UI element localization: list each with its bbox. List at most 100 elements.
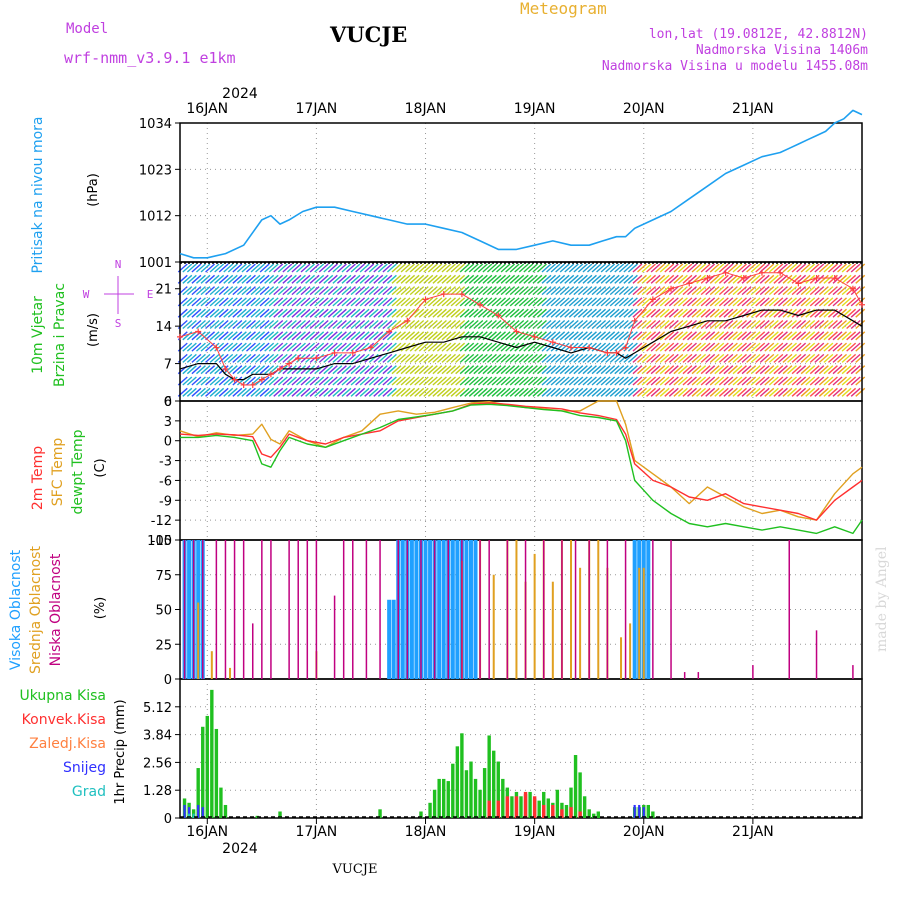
wind-barb	[555, 387, 566, 397]
wind-barb	[637, 286, 647, 296]
wind-barb	[846, 353, 857, 363]
wind-barb	[327, 342, 338, 352]
wind-barb	[473, 365, 484, 375]
wind-barb	[737, 387, 747, 397]
wind-barb	[809, 286, 820, 296]
wind-barb	[614, 274, 625, 284]
wind-barb	[314, 274, 325, 284]
day-label-bottom: 16JAN	[186, 824, 228, 840]
wind-gust-point	[531, 333, 538, 340]
wind-barb	[536, 263, 547, 273]
wind-barb	[677, 319, 688, 330]
wind-barb	[832, 387, 843, 397]
wind-barb	[650, 297, 661, 307]
wind-barb	[682, 274, 693, 284]
wind-barb	[300, 308, 311, 318]
wind-barb	[759, 319, 770, 330]
wind-barb	[536, 274, 547, 284]
wind-gust-point	[295, 355, 302, 362]
wind-barb	[259, 274, 270, 284]
wind-barb	[605, 342, 616, 352]
wind-barb	[195, 297, 206, 307]
wind-barb	[800, 342, 811, 352]
wind-barb	[464, 376, 475, 386]
wind-barb	[555, 263, 566, 273]
wind-barb	[741, 365, 752, 375]
wind-barb	[246, 319, 256, 330]
wind-barb	[305, 297, 316, 307]
wind-barb	[291, 274, 302, 284]
wind-gust-point	[267, 371, 274, 378]
wind-barb	[641, 331, 652, 341]
wind-barb	[323, 297, 334, 307]
wind-barb	[400, 365, 411, 375]
wind-barb	[241, 274, 252, 284]
wind-barb	[532, 263, 543, 273]
cloud-bar	[588, 540, 590, 679]
cloud-bar	[201, 540, 204, 679]
wind-barb	[637, 376, 647, 386]
wind-barb	[832, 308, 843, 318]
wind-barb	[668, 286, 679, 296]
wind-barb	[687, 319, 697, 330]
wind-barb	[473, 297, 484, 307]
wind-barb	[296, 297, 306, 307]
wind-barb	[309, 319, 320, 330]
wind-barb	[464, 297, 475, 307]
wind-barb	[346, 376, 356, 386]
wind-barb	[546, 263, 557, 273]
wind-barb	[441, 376, 452, 386]
wind-barb	[714, 331, 725, 341]
wind-barb	[536, 365, 547, 375]
wind-barb	[546, 365, 557, 375]
wind-barb	[623, 376, 634, 386]
wind-barb	[573, 319, 584, 330]
wind-barb	[777, 286, 788, 296]
precip-bar	[487, 735, 491, 818]
precip-bar	[542, 804, 546, 818]
wind-barb	[550, 263, 561, 273]
precip-bar	[496, 800, 500, 818]
wind-barb	[432, 376, 443, 386]
wind-barb	[791, 331, 802, 341]
wind-barb	[732, 331, 743, 341]
wind-barb	[464, 274, 475, 284]
wind-barb	[600, 353, 611, 363]
wind-barb	[659, 286, 670, 296]
wind-barb	[559, 286, 570, 296]
wind-barb	[409, 274, 420, 284]
wind-barb	[218, 376, 229, 386]
wind-barb	[496, 297, 507, 307]
wind-barb	[236, 342, 247, 352]
wind-barb	[841, 353, 852, 363]
y-tick-label: 21	[155, 283, 172, 298]
wind-barb	[646, 387, 657, 397]
precip-bar	[596, 811, 600, 818]
wind-barb	[805, 263, 816, 273]
wind-barb	[382, 308, 393, 318]
wind-barb	[677, 331, 688, 341]
wind-barb	[764, 331, 775, 341]
wind-barb	[359, 308, 370, 318]
wind-barb	[659, 319, 670, 330]
wind-barb	[741, 297, 752, 307]
wind-barb	[259, 297, 270, 307]
wind-barb	[596, 319, 607, 330]
wind-barb	[809, 365, 820, 375]
wind-barb	[323, 376, 334, 386]
wind-barb	[400, 274, 411, 284]
wind-barb	[700, 263, 711, 273]
wind-barb	[577, 297, 588, 307]
wind-barb	[700, 365, 711, 375]
precip-label-frozen: Zaledj.Kisa	[29, 736, 106, 752]
wind-barb	[459, 331, 470, 341]
wind-barb	[327, 387, 338, 397]
cloud-bar	[561, 540, 563, 679]
wind-barb	[850, 331, 861, 341]
wind-barb	[855, 365, 866, 375]
wind-barb	[241, 286, 252, 296]
wind-barb	[555, 365, 566, 375]
wind-barb	[336, 365, 347, 375]
wind-barb	[709, 342, 720, 352]
cloud-bar	[215, 540, 218, 679]
